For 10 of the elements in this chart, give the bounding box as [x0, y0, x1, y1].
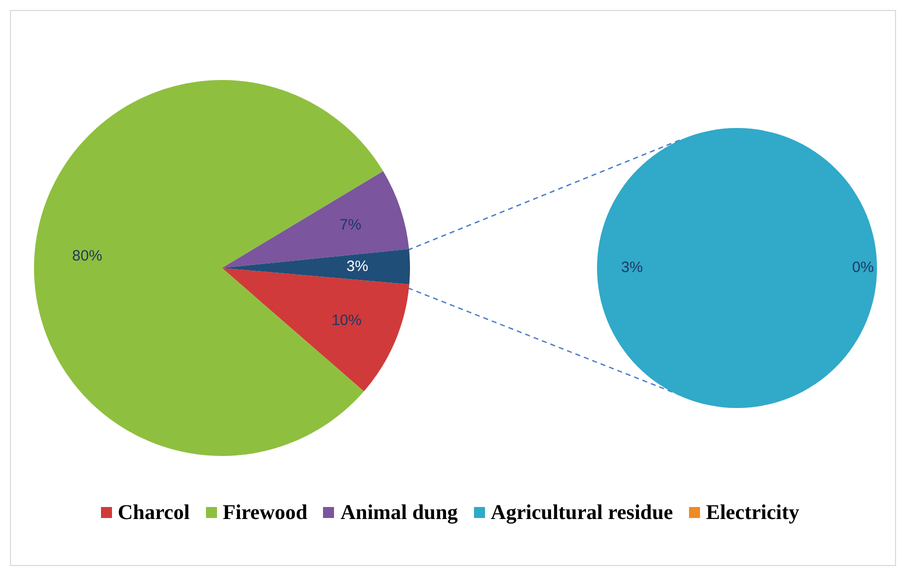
legend-label: Agricultural residue [490, 500, 673, 525]
data-label: 10% [332, 312, 362, 330]
data-label: 80% [72, 247, 102, 264]
legend-label: Charcol [118, 500, 190, 525]
legend-label: Electricity [706, 500, 800, 525]
data-label: 7% [340, 216, 362, 234]
legend-label: Firewood [222, 500, 308, 525]
data-label: 3% [346, 258, 368, 276]
text: 0% [852, 259, 874, 276]
legend-label: Animal dung [340, 500, 458, 525]
